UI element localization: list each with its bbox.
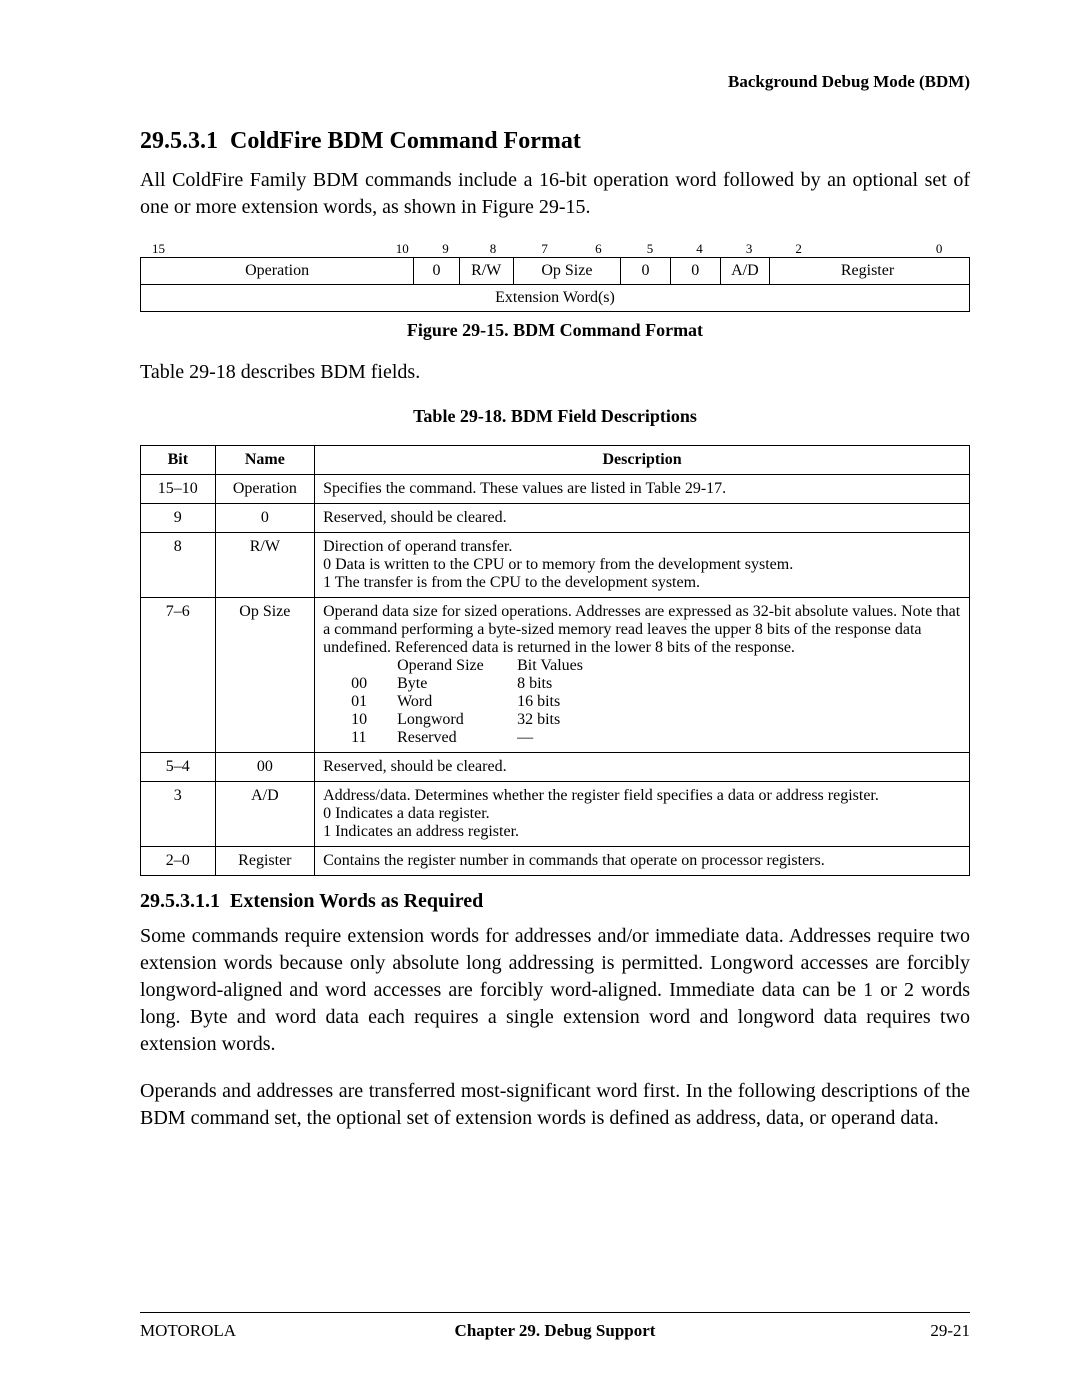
th-bit: Bit (141, 446, 216, 475)
bitnum-15: 15 (140, 241, 175, 257)
cell-desc: Contains the register number in commands… (315, 847, 970, 876)
table-row: 15–10 Operation Specifies the command. T… (141, 475, 970, 504)
running-header: Background Debug Mode (BDM) (140, 72, 970, 92)
cell-desc: Reserved, should be cleared. (315, 504, 970, 533)
desc-line: Direction of operand transfer. (323, 538, 512, 555)
opname: Longword (397, 711, 517, 729)
bitnum-4: 4 (675, 241, 725, 257)
bitnum-2: 2 (774, 241, 824, 257)
mid-paragraph: Table 29-18 describes BDM fields. (140, 359, 970, 386)
extension-word-row: Extension Word(s) (140, 285, 970, 312)
cell-bit: 2–0 (141, 847, 216, 876)
cell-desc: Direction of operand transfer. 0 Data is… (315, 533, 970, 598)
field-bit4: 0 (671, 258, 721, 284)
table-row: 7–6 Op Size Operand data size for sized … (141, 598, 970, 753)
cell-bit: 9 (141, 504, 216, 533)
section-heading: 29.5.3.1 ColdFire BDM Command Format (140, 128, 970, 155)
cell-name: Register (215, 847, 314, 876)
bitnum-3: 3 (724, 241, 774, 257)
cell-bit: 7–6 (141, 598, 216, 753)
table-row: 5–4 00 Reserved, should be cleared. (141, 753, 970, 782)
subhead-operand: Operand Size (397, 657, 517, 675)
bitnum-10: 10 (382, 241, 423, 257)
sub-paragraph-2: Operands and addresses are transferred m… (140, 1078, 970, 1132)
field-description-table: Bit Name Description 15–10 Operation Spe… (140, 445, 970, 876)
table-header-row: Bit Name Description (141, 446, 970, 475)
subhead-bits: Bit Values (517, 657, 617, 675)
cell-name: A/D (215, 782, 314, 847)
cell-name: 00 (215, 753, 314, 782)
bitnum-6: 6 (572, 241, 626, 257)
opbits: 16 bits (517, 693, 617, 711)
bit-field-row: Operation 0 R/W Op Size 0 0 A/D Register (140, 257, 970, 285)
cell-name: Operation (215, 475, 314, 504)
table-row: 8 R/W Direction of operand transfer. 0 D… (141, 533, 970, 598)
desc-line: Address/data. Determines whether the reg… (323, 787, 879, 804)
opname: Byte (397, 675, 517, 693)
bit-layout-figure: 15 10 9 8 7 6 5 4 3 2 0 Operation 0 R/W … (140, 241, 970, 312)
bitnum-0: 0 (910, 241, 970, 257)
field-bit9: 0 (414, 258, 460, 284)
page: Background Debug Mode (BDM) 29.5.3.1 Col… (0, 0, 1080, 1397)
field-opsize: Op Size (514, 258, 622, 284)
field-ad: A/D (721, 258, 771, 284)
subsection-heading: 29.5.3.1.1 Extension Words as Required (140, 890, 970, 913)
opcode: 11 (351, 729, 397, 747)
opbits: 32 bits (517, 711, 617, 729)
opname: Reserved (397, 729, 517, 747)
bit-number-row: 15 10 9 8 7 6 5 4 3 2 0 (140, 241, 970, 257)
opbits: — (517, 729, 617, 747)
cell-bit: 8 (141, 533, 216, 598)
cell-name: Op Size (215, 598, 314, 753)
footer-left: MOTOROLA (140, 1321, 348, 1341)
subsection-title: Extension Words as Required (230, 890, 483, 912)
footer-right: 29-21 (763, 1321, 971, 1341)
desc-line: 1 Indicates an address register. (323, 823, 519, 840)
opcode: 00 (351, 675, 397, 693)
th-name: Name (215, 446, 314, 475)
page-footer: MOTOROLA Chapter 29. Debug Support 29-21 (140, 1312, 970, 1341)
cell-bit: 3 (141, 782, 216, 847)
cell-desc: Address/data. Determines whether the reg… (315, 782, 970, 847)
figure-caption: Figure 29-15. BDM Command Format (140, 320, 970, 341)
cell-bit: 5–4 (141, 753, 216, 782)
desc-line: 0 Data is written to the CPU or to memor… (323, 556, 793, 573)
field-bit5: 0 (621, 258, 671, 284)
intro-paragraph: All ColdFire Family BDM commands include… (140, 167, 970, 221)
field-register: Register (770, 258, 965, 284)
opname: Word (397, 693, 517, 711)
bitnum-8: 8 (468, 241, 518, 257)
table-row: 9 0 Reserved, should be cleared. (141, 504, 970, 533)
bitnum-9: 9 (423, 241, 468, 257)
cell-bit: 15–10 (141, 475, 216, 504)
desc-line: Operand data size for sized operations. … (323, 603, 960, 656)
opcode: 01 (351, 693, 397, 711)
table-row: 2–0 Register Contains the register numbe… (141, 847, 970, 876)
cell-name: R/W (215, 533, 314, 598)
subsection-number: 29.5.3.1.1 (140, 890, 220, 912)
desc-line: 1 The transfer is from the CPU to the de… (323, 574, 700, 591)
section-title: ColdFire BDM Command Format (230, 128, 581, 154)
opbits: 8 bits (517, 675, 617, 693)
cell-desc: Specifies the command. These values are … (315, 475, 970, 504)
sub-paragraph-1: Some commands require extension words fo… (140, 923, 970, 1058)
section-number: 29.5.3.1 (140, 128, 218, 154)
table-caption: Table 29-18. BDM Field Descriptions (140, 406, 970, 427)
bitnum-7: 7 (518, 241, 572, 257)
bitnum-5: 5 (625, 241, 675, 257)
operand-size-subtable: Operand SizeBit Values 00Byte8 bits 01Wo… (351, 657, 617, 747)
cell-desc: Operand data size for sized operations. … (315, 598, 970, 753)
cell-desc: Reserved, should be cleared. (315, 753, 970, 782)
field-operation: Operation (141, 258, 414, 284)
cell-name: 0 (215, 504, 314, 533)
footer-center: Chapter 29. Debug Support (348, 1321, 763, 1341)
table-row: 3 A/D Address/data. Determines whether t… (141, 782, 970, 847)
desc-line: 0 Indicates a data register. (323, 805, 490, 822)
opcode: 10 (351, 711, 397, 729)
field-rw: R/W (460, 258, 514, 284)
th-desc: Description (315, 446, 970, 475)
